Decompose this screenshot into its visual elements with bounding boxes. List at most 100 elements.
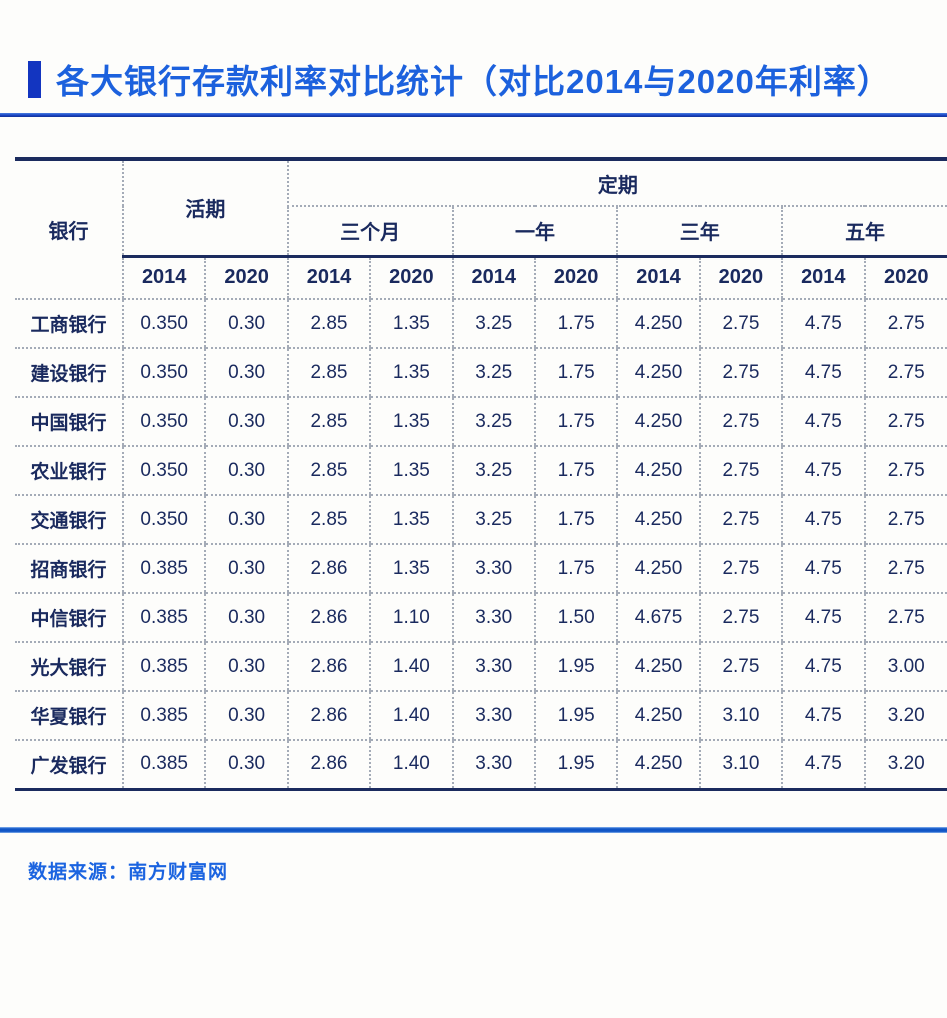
rate-cell: 2.85 bbox=[286, 397, 371, 447]
column-header-term-3y: 三年 bbox=[616, 206, 783, 258]
rate-cell: 2.75 bbox=[698, 299, 783, 349]
rate-cell: 3.25 bbox=[451, 397, 535, 447]
rate-cell: 3.25 bbox=[451, 348, 535, 398]
table-row: 华夏银行 0.385 0.30 2.86 1.40 3.30 1.95 4.250 3.10 4.… bbox=[15, 691, 947, 741]
rate-cell: 4.250 bbox=[616, 495, 700, 545]
rate-cell: 4.250 bbox=[616, 397, 700, 447]
rate-cell: 2.75 bbox=[863, 348, 947, 398]
rate-cell: 3.10 bbox=[698, 691, 783, 741]
page-title: 各大银行存款利率对比统计（对比2014与2020年利率） bbox=[56, 63, 891, 100]
rate-cell: 1.35 bbox=[369, 348, 453, 398]
rate-cell: 2.85 bbox=[286, 348, 371, 398]
rate-cell: 2.75 bbox=[698, 446, 783, 496]
rate-cell: 0.30 bbox=[204, 446, 288, 496]
rate-cell: 1.40 bbox=[369, 642, 453, 692]
rate-cell: 2.86 bbox=[286, 691, 371, 741]
rate-cell: 1.95 bbox=[533, 740, 618, 789]
rate-cell: 0.30 bbox=[204, 642, 288, 692]
rate-cell: 0.30 bbox=[204, 544, 288, 594]
rate-cell: 2.85 bbox=[286, 495, 371, 545]
bank-name: 交通银行 bbox=[15, 495, 123, 545]
bank-name: 招商银行 bbox=[15, 544, 123, 594]
year-header: 2020 bbox=[204, 256, 288, 300]
year-header: 2014 bbox=[451, 256, 535, 300]
column-header-fixed: 定期 bbox=[286, 159, 947, 207]
rate-cell: 4.250 bbox=[616, 691, 700, 741]
rate-cell: 3.25 bbox=[451, 495, 535, 545]
year-header: 2014 bbox=[616, 256, 700, 300]
bank-name: 中信银行 bbox=[15, 593, 123, 643]
rate-cell: 1.95 bbox=[533, 691, 618, 741]
year-header: 2020 bbox=[863, 256, 947, 300]
rate-cell: 0.30 bbox=[204, 691, 288, 741]
rate-cell: 1.40 bbox=[369, 740, 453, 789]
table-body: 工商银行 0.350 0.30 2.85 1.35 3.25 1.75 4.250 2.75 4.… bbox=[15, 299, 947, 789]
rate-cell: 1.10 bbox=[369, 593, 453, 643]
rate-cell: 1.50 bbox=[533, 593, 618, 643]
rate-cell: 4.75 bbox=[781, 642, 865, 692]
rate-cell: 3.00 bbox=[863, 642, 947, 692]
table-row: 农业银行 0.350 0.30 2.85 1.35 3.25 1.75 4.250 2.75 4.… bbox=[15, 446, 947, 496]
rate-cell: 2.85 bbox=[286, 299, 371, 349]
rate-cell: 3.10 bbox=[698, 740, 783, 789]
rate-cell: 3.30 bbox=[451, 544, 535, 594]
rate-cell: 0.350 bbox=[121, 397, 206, 447]
rate-cell: 4.75 bbox=[781, 348, 865, 398]
rate-cell: 0.350 bbox=[121, 299, 206, 349]
rate-cell: 0.350 bbox=[121, 495, 206, 545]
rate-cell: 0.350 bbox=[121, 348, 206, 398]
title-accent-bar bbox=[28, 60, 41, 98]
rate-cell: 0.30 bbox=[204, 740, 288, 789]
year-header: 2020 bbox=[369, 256, 453, 300]
rate-cell: 2.75 bbox=[863, 397, 947, 447]
rate-cell: 0.30 bbox=[204, 299, 288, 349]
bank-name: 广发银行 bbox=[30, 755, 107, 777]
rate-cell: 4.75 bbox=[781, 691, 865, 741]
rate-cell: 1.35 bbox=[369, 544, 453, 594]
rate-cell: 1.35 bbox=[369, 446, 453, 496]
footer-divider bbox=[0, 826, 947, 833]
rate-cell: 1.75 bbox=[533, 446, 618, 496]
rate-cell: 2.86 bbox=[286, 544, 371, 594]
rate-cell: 3.25 bbox=[451, 446, 535, 496]
rate-cell: 1.75 bbox=[533, 397, 618, 447]
bank-name: 农业银行 bbox=[15, 446, 123, 496]
table-row: 招商银行 0.385 0.30 2.86 1.35 3.30 1.75 4.250 2.75 4.… bbox=[15, 544, 947, 594]
column-header-term-5y: 五年 bbox=[781, 206, 947, 258]
rate-cell: 2.75 bbox=[863, 446, 947, 496]
bank-name: 中国银行 bbox=[15, 397, 123, 447]
column-header-term-3m: 三个月 bbox=[286, 206, 453, 258]
column-header-bank: 银行 bbox=[15, 159, 123, 300]
bank-name: 华夏银行 bbox=[15, 691, 123, 741]
rate-cell: 0.30 bbox=[204, 397, 288, 447]
rate-cell: 2.75 bbox=[863, 495, 947, 545]
rates-table-container: 银行 活期 定期 三个月 一年 三年 五年 2014 2020 2014 202… bbox=[15, 157, 947, 791]
header-row-terms: 三个月 一年 三年 五年 bbox=[15, 206, 947, 258]
rate-cell: 0.350 bbox=[121, 446, 206, 496]
year-header: 2014 bbox=[121, 256, 206, 300]
year-header: 2014 bbox=[781, 256, 865, 300]
table-row: 中国银行 0.350 0.30 2.85 1.35 3.25 1.75 4.250 2.75 4.… bbox=[15, 397, 947, 447]
rate-cell: 0.385 bbox=[121, 691, 206, 741]
rate-cell: 1.75 bbox=[533, 348, 618, 398]
rate-cell: 4.75 bbox=[781, 544, 865, 594]
rate-cell: 1.75 bbox=[533, 544, 618, 594]
data-source-label: 数据来源：南方财富网 bbox=[28, 861, 229, 883]
title-underline-divider bbox=[0, 113, 947, 117]
rate-cell: 2.86 bbox=[286, 593, 371, 643]
bank-name: 光大银行 bbox=[15, 642, 123, 692]
rate-cell: 3.30 bbox=[451, 691, 535, 741]
year-header: 2014 bbox=[286, 256, 371, 300]
column-header-demand: 活期 bbox=[122, 159, 288, 258]
rate-cell: 4.75 bbox=[781, 397, 865, 447]
rate-cell: 1.40 bbox=[369, 691, 453, 741]
rate-cell: 4.75 bbox=[781, 495, 865, 545]
rate-cell: 3.20 bbox=[863, 740, 947, 789]
rate-cell: 1.75 bbox=[533, 495, 618, 545]
rate-cell: 0.30 bbox=[204, 593, 288, 643]
rate-cell: 4.75 bbox=[781, 740, 865, 789]
rate-cell: 4.250 bbox=[616, 348, 700, 398]
rate-cell: 2.75 bbox=[863, 593, 947, 643]
rate-cell: 2.75 bbox=[698, 642, 783, 692]
rate-cell: 3.30 bbox=[451, 642, 535, 692]
